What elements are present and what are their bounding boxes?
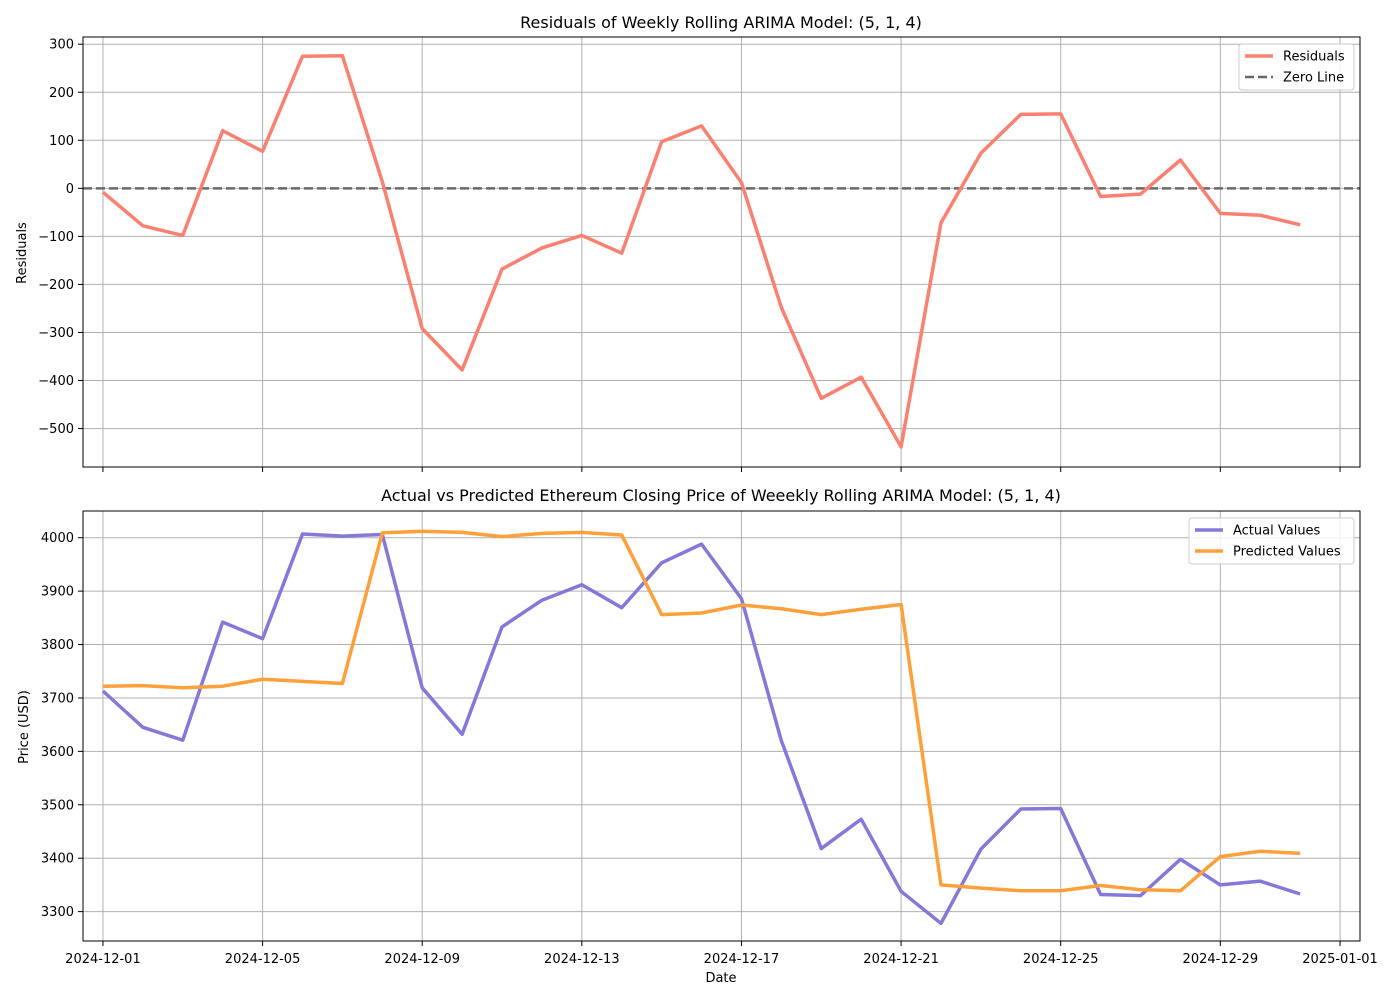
residuals-lines xyxy=(101,53,1301,449)
price-chart-title: Actual vs Predicted Ethereum Closing Pri… xyxy=(381,486,1061,505)
x-tick-label: 2024-12-05 xyxy=(225,952,301,967)
residuals-chart: Residuals of Weekly Rolling ARIMA Model:… xyxy=(15,13,1361,472)
y-tick-label: −500 xyxy=(38,422,74,437)
x-tick-label: 2024-12-29 xyxy=(1183,952,1259,967)
x-tick-label: 2025-01-01 xyxy=(1302,952,1378,967)
x-tick-label: 2024-12-25 xyxy=(1023,952,1099,967)
price-plot-frame xyxy=(82,510,1361,942)
residuals-y-ticks: −500 −400 −300 −200 −100 0 100 200 300 xyxy=(38,38,83,437)
y-tick-label: −300 xyxy=(38,326,74,341)
y-tick-label: 3800 xyxy=(41,638,74,653)
y-tick-label: 3700 xyxy=(41,691,74,706)
y-tick-label: −100 xyxy=(38,230,74,245)
legend-entry: Actual Values xyxy=(1233,524,1321,539)
y-tick-label: 3400 xyxy=(41,852,74,867)
legend-box xyxy=(1188,517,1355,565)
residuals-x-ticks xyxy=(102,467,1341,472)
price-lines xyxy=(101,529,1301,926)
price-legend: Actual Values Predicted Values xyxy=(1188,517,1355,565)
price-chart: Actual vs Predicted Ethereum Closing Pri… xyxy=(17,486,1378,986)
x-tick-label: 2024-12-21 xyxy=(863,952,939,967)
legend-entry: Predicted Values xyxy=(1233,545,1341,560)
x-tick-label: 2024-12-13 xyxy=(544,952,620,967)
y-tick-label: 3300 xyxy=(41,905,74,920)
actual-values-line xyxy=(101,532,1301,926)
predicted-values-line xyxy=(102,529,1301,893)
legend-entry: Zero Line xyxy=(1283,71,1344,86)
y-tick-label: 0 xyxy=(66,182,74,197)
residuals-line xyxy=(101,53,1301,449)
y-tick-label: 3900 xyxy=(41,585,74,600)
y-tick-label: −200 xyxy=(38,278,74,293)
y-tick-label: 200 xyxy=(49,86,74,101)
x-tick-label: 2024-12-09 xyxy=(384,952,460,967)
residuals-chart-title: Residuals of Weekly Rolling ARIMA Model:… xyxy=(520,13,922,32)
legend-entry: Residuals xyxy=(1283,50,1345,65)
residuals-grid xyxy=(83,37,1360,467)
price-x-axis-label: Date xyxy=(705,971,736,986)
price-y-ticks: 3300 3400 3500 3600 3700 3800 3900 4000 xyxy=(41,531,83,920)
y-tick-label: 300 xyxy=(49,38,74,53)
y-tick-label: 100 xyxy=(49,134,74,149)
residuals-plot-frame xyxy=(82,36,1361,468)
price-x-ticks: 2024-12-01 2024-12-05 2024-12-09 2024-12-13… xyxy=(65,941,1378,967)
price-y-axis-label: Price (USD) xyxy=(17,690,32,764)
y-tick-label: −400 xyxy=(38,374,74,389)
residuals-legend: Residuals Zero Line xyxy=(1238,43,1355,91)
residuals-y-axis-label: Residuals xyxy=(15,222,30,284)
x-tick-label: 2024-12-01 xyxy=(65,952,141,967)
y-tick-label: 4000 xyxy=(41,531,74,546)
price-grid xyxy=(83,511,1360,941)
x-tick-label: 2024-12-17 xyxy=(704,952,780,967)
y-tick-label: 3500 xyxy=(41,798,74,813)
y-tick-label: 3600 xyxy=(41,745,74,760)
